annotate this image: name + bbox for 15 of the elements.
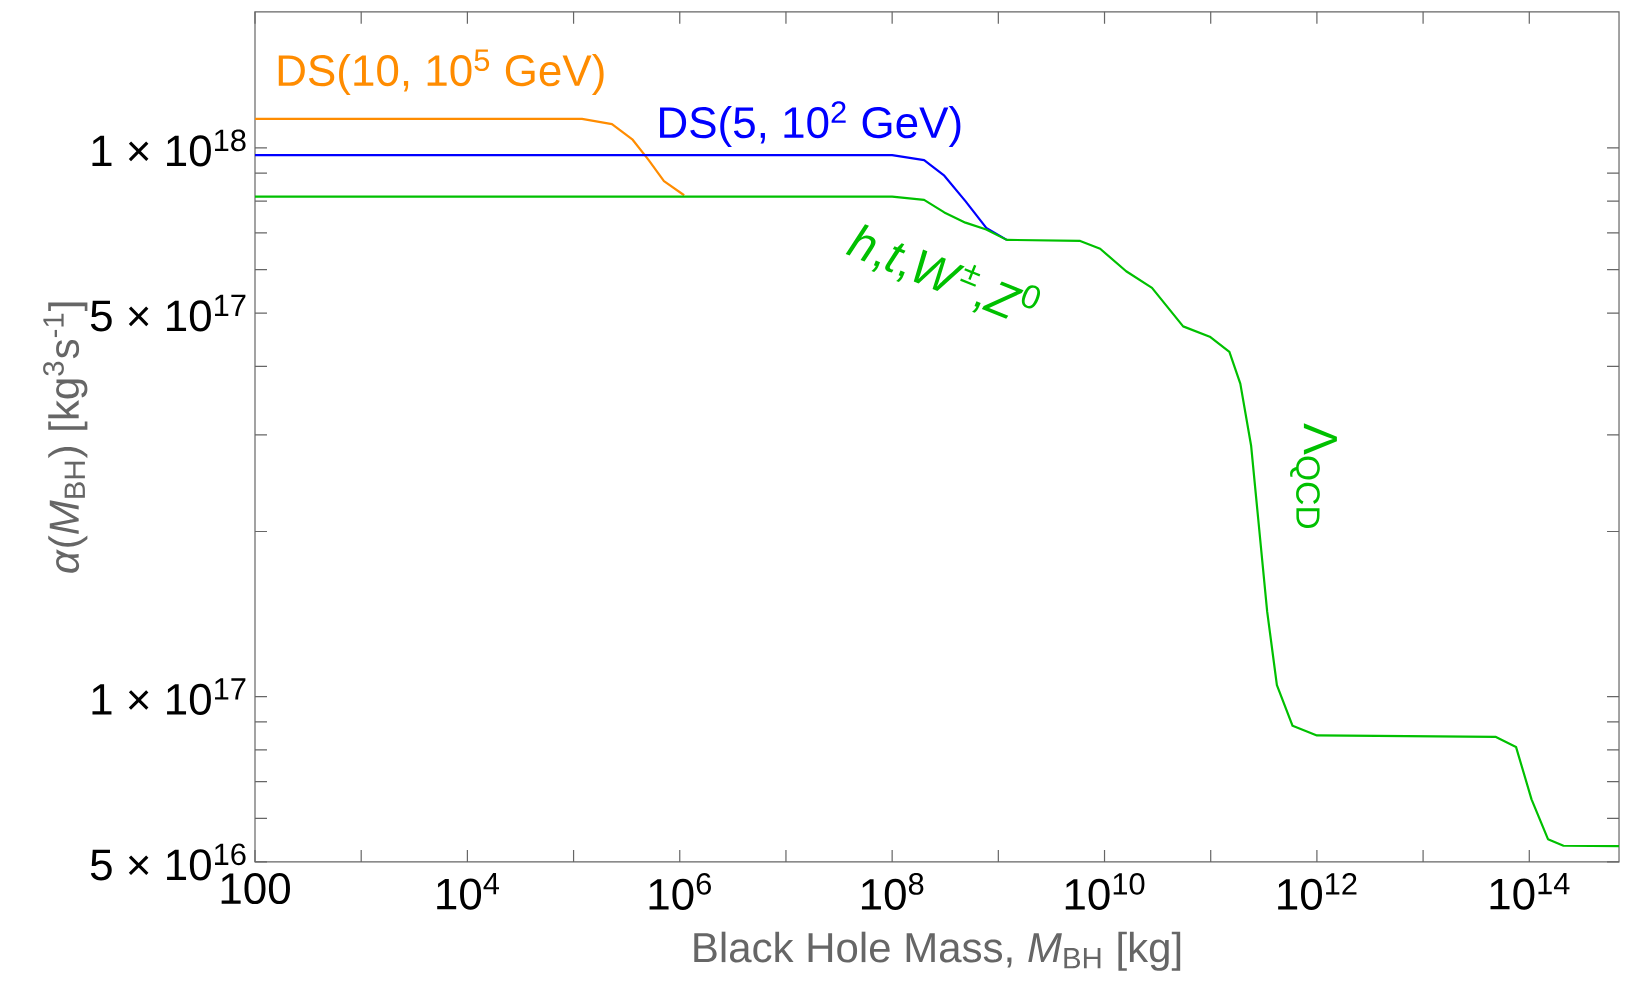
series-label: DS(10, 10$^{5}$ GeV) xyxy=(278,49,604,95)
x-tick-label: 10$^{6}$ xyxy=(649,872,711,910)
y-tick-label: 5 × 10$^{17}$ xyxy=(90,294,246,332)
y-tick-label: 1 × 10$^{18}$ xyxy=(92,129,246,167)
x-tick-label: 10$^{4}$ xyxy=(437,872,500,910)
x-tick-label: 10$^{12}$ xyxy=(1278,872,1357,910)
x-tick-label: 10$^{8}$ xyxy=(861,872,924,910)
x-axis-title: Black Hole Mass, M$_{BH}$ [kg] xyxy=(694,931,1181,971)
annotation: Λ$_{QCD}$ xyxy=(1290,423,1337,529)
y-tick-label: 1 × 10$^{17}$ xyxy=(92,678,246,716)
text: h,t,W$^{±}$,Z$^{0}$ xyxy=(845,224,1041,319)
series-label: DS(5, 10$^{2}$ GeV) xyxy=(660,101,961,147)
x-tick-label: 10$^{10}$ xyxy=(1065,872,1145,910)
x-tick-label: 10$^{14}$ xyxy=(1490,872,1570,910)
text: α(M$_{BH}$) [kg$^{3}$s$^{-1}$] xyxy=(43,302,88,573)
